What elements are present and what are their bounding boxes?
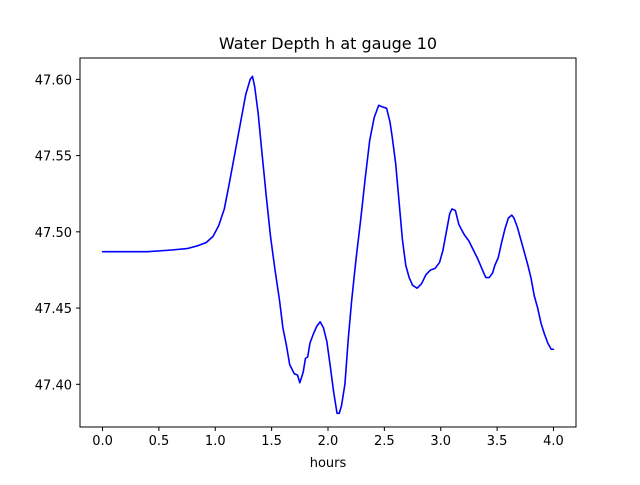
x-tick-label: 4.0 (543, 434, 564, 449)
x-tick-label: 0.0 (92, 434, 113, 449)
y-axis-ticks: 47.40 47.45 47.50 47.55 47.60 (35, 73, 80, 393)
y-tick-label: 47.55 (35, 150, 72, 165)
plot-frame (79, 57, 577, 428)
x-axis-label: hours (310, 456, 347, 471)
plot-area (101, 75, 555, 415)
y-tick-label: 47.60 (35, 73, 72, 88)
chart-title: Water Depth h at gauge 10 (219, 34, 437, 53)
x-tick-label: 3.5 (487, 434, 508, 449)
x-axis-ticks: 0.0 0.5 1.0 1.5 2.0 2.5 3.0 3.5 4.0 (92, 427, 564, 449)
y-tick-label: 47.50 (35, 226, 72, 241)
x-tick-label: 3.0 (430, 434, 451, 449)
x-tick-label: 0.5 (149, 434, 170, 449)
x-tick-label: 1.5 (261, 434, 282, 449)
series-line (101, 75, 555, 415)
x-tick-label: 2.0 (318, 434, 339, 449)
y-tick-label: 47.40 (35, 378, 72, 393)
x-tick-label: 2.5 (374, 434, 395, 449)
x-tick-label: 1.0 (205, 434, 226, 449)
y-tick-label: 47.45 (35, 302, 72, 317)
